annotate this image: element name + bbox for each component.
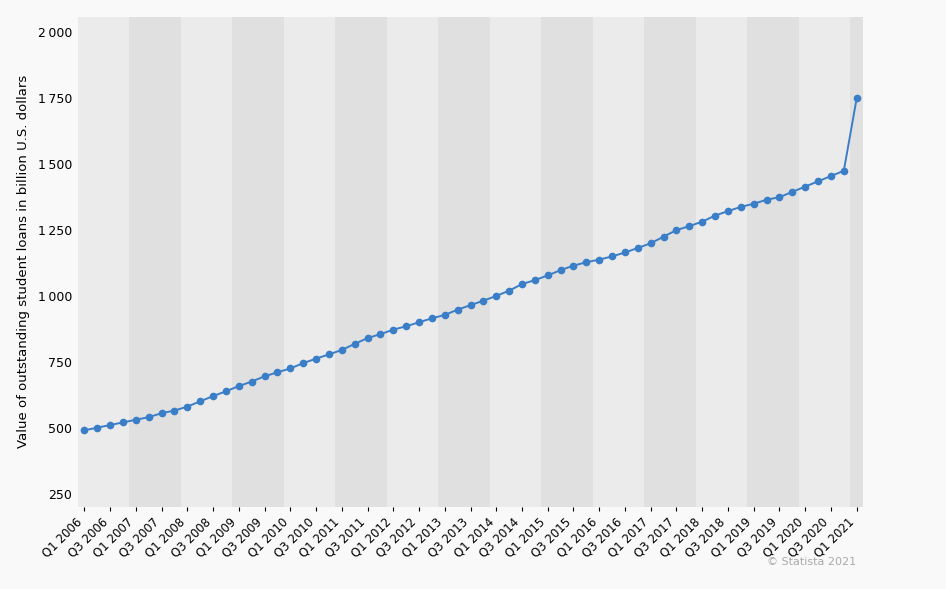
Bar	[541, 16, 593, 507]
Bar	[181, 16, 233, 507]
Bar	[438, 16, 490, 507]
Bar	[233, 16, 284, 507]
Bar	[695, 16, 747, 507]
Bar	[387, 16, 438, 507]
Bar	[78, 16, 130, 507]
Text: © Statista 2021: © Statista 2021	[767, 557, 856, 567]
Bar	[336, 16, 387, 507]
Bar	[490, 16, 541, 507]
Bar	[798, 16, 850, 507]
Bar	[130, 16, 181, 507]
Bar	[747, 16, 798, 507]
Bar	[284, 16, 336, 507]
Bar	[593, 16, 644, 507]
Bar	[850, 16, 863, 507]
Bar	[644, 16, 695, 507]
Y-axis label: Value of outstanding student loans in billion U.S. dollars: Value of outstanding student loans in bi…	[17, 75, 29, 448]
